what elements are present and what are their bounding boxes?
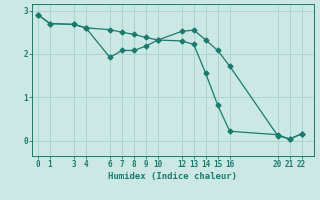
X-axis label: Humidex (Indice chaleur): Humidex (Indice chaleur) [108, 172, 237, 181]
